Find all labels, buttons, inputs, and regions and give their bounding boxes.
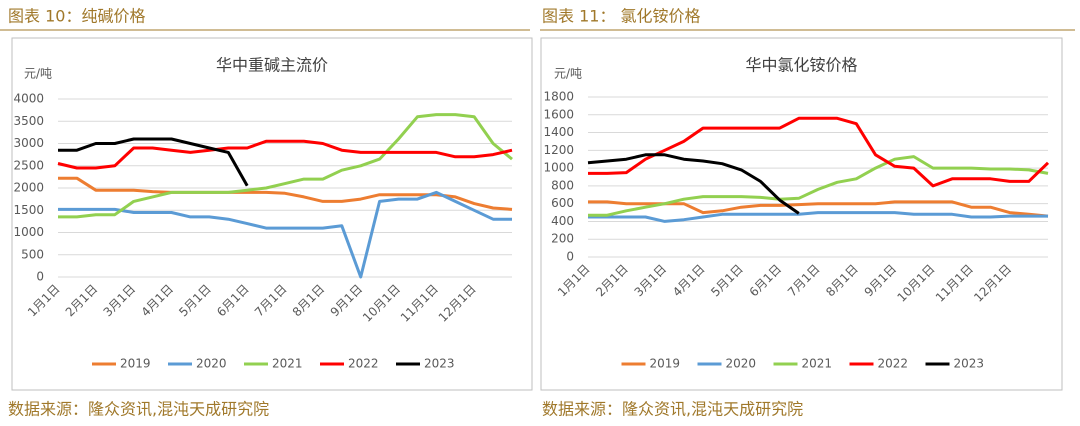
y-tick-label: 1400 (543, 125, 574, 139)
x-tick-label: 9月1日 (328, 282, 366, 320)
y-axis-label: 元/吨 (554, 67, 582, 81)
legend-label: 2021 (802, 357, 833, 371)
x-tick-label: 10月1日 (895, 262, 938, 305)
y-tick-label: 2500 (13, 158, 44, 172)
x-tick-label: 12月1日 (436, 282, 479, 325)
x-tick-label: 2月1日 (593, 262, 631, 300)
chart-title: 华中氯化铵价格 (745, 56, 857, 75)
y-tick-label: 2000 (13, 181, 44, 195)
legend-label: 2021 (272, 357, 303, 371)
x-tick-label: 1月1日 (555, 262, 593, 300)
figure-source: 数据来源：隆众资讯,混沌天成研究院 (542, 400, 803, 419)
series-line (58, 137, 249, 187)
y-tick-label: 4000 (13, 92, 44, 106)
legend-label: 2022 (878, 357, 909, 371)
legend-label: 2019 (120, 357, 151, 371)
y-tick-label: 600 (551, 196, 574, 210)
y-tick-label: 500 (21, 247, 44, 261)
series-line (587, 153, 800, 215)
x-tick-label: 9月1日 (862, 262, 900, 300)
legend-label: 2019 (650, 357, 681, 371)
series-line (57, 139, 513, 170)
x-tick-label: 5月1日 (176, 282, 214, 320)
series-line (58, 176, 513, 211)
x-tick-label: 8月1日 (290, 282, 328, 320)
series-line (58, 113, 513, 219)
y-tick-label: 200 (551, 232, 574, 246)
x-tick-label: 1月1日 (25, 282, 63, 320)
series-line (58, 190, 512, 279)
y-tick-label: 3500 (13, 114, 44, 128)
y-tick-label: 1600 (543, 107, 574, 121)
x-tick-label: 2月1日 (63, 282, 101, 320)
figure-caption: 图表 10：纯碱价格 (8, 7, 145, 26)
chart-frame (11, 37, 533, 391)
y-tick-label: 800 (551, 178, 574, 192)
x-tick-label: 8月1日 (823, 262, 861, 300)
legend-label: 2023 (424, 357, 455, 371)
y-tick-label: 400 (551, 214, 574, 228)
chart-title: 华中重碱主流价 (216, 56, 328, 75)
y-tick-label: 1000 (543, 161, 574, 175)
x-tick-label: 6月1日 (747, 262, 785, 300)
x-tick-label: 3月1日 (632, 262, 670, 300)
series-line (588, 211, 1048, 223)
x-tick-label: 7月1日 (785, 262, 823, 300)
x-tick-label: 6月1日 (214, 282, 252, 320)
y-tick-label: 1500 (13, 203, 44, 217)
series-line (588, 155, 1049, 217)
y-axis-label: 元/吨 (24, 67, 52, 81)
y-tick-label: 0 (566, 250, 574, 264)
figure-source: 数据来源：隆众资讯,混沌天成研究院 (8, 400, 269, 419)
x-tick-label: 11月1日 (933, 262, 976, 305)
x-tick-label: 12月1日 (971, 262, 1014, 305)
x-tick-label: 5月1日 (708, 262, 746, 300)
series-line (588, 116, 1050, 188)
x-tick-label: 11月1日 (398, 282, 441, 325)
x-tick-label: 3月1日 (101, 282, 139, 320)
y-tick-label: 0 (36, 270, 44, 284)
y-tick-label: 3000 (13, 136, 44, 150)
legend-label: 2023 (954, 357, 985, 371)
y-tick-label: 1000 (13, 225, 44, 239)
y-tick-label: 1200 (543, 143, 574, 157)
figure-caption: 图表 11： 氯化铵价格 (542, 7, 701, 26)
x-tick-label: 4月1日 (138, 282, 176, 320)
x-tick-label: 7月1日 (252, 282, 290, 320)
y-tick-label: 1800 (543, 90, 574, 104)
legend-label: 2020 (726, 357, 757, 371)
legend-label: 2022 (348, 357, 379, 371)
x-tick-label: 10月1日 (360, 282, 403, 325)
chart-frame (540, 37, 1063, 391)
legend-label: 2020 (196, 357, 227, 371)
x-tick-label: 4月1日 (670, 262, 708, 300)
